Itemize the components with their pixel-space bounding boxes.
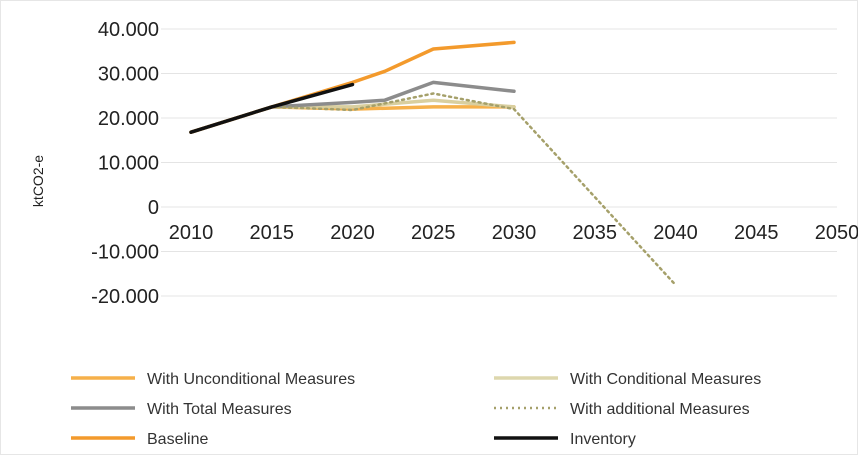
x-tick-label: 2025: [411, 222, 456, 244]
x-tick-label: 2035: [573, 222, 618, 244]
x-axis-ticks: 2010 2015 2020 2025 2030 2035 2040 2045 2050: [169, 222, 858, 244]
legend-label: With Total Measures: [147, 401, 292, 418]
y-tick-label: 40.000: [98, 19, 159, 41]
series-line-inventory: [189, 82, 355, 134]
legend-label: Inventory: [570, 431, 636, 448]
series-line-with-unconditional-measures: [189, 105, 516, 134]
y-axis-label: ktCO2-e: [30, 155, 46, 207]
y-tick-label: -10.000: [91, 242, 159, 264]
gridlines: [161, 28, 837, 297]
y-tick-label: 20.000: [98, 108, 159, 130]
x-tick-label: 2045: [734, 222, 779, 244]
x-tick-label: 2030: [492, 222, 537, 244]
y-tick-label: 30.000: [98, 64, 159, 86]
legend-label: With Conditional Measures: [570, 371, 761, 388]
x-tick-label: 2010: [169, 222, 214, 244]
y-tick-label: -20.000: [91, 286, 159, 308]
legend-label: With additional Measures: [570, 401, 750, 418]
x-tick-label: 2020: [330, 222, 375, 244]
x-tick-label: 2050: [815, 222, 858, 244]
x-tick-label: 2015: [250, 222, 295, 244]
legend-label: Baseline: [147, 431, 208, 448]
y-tick-label: 10.000: [98, 153, 159, 175]
y-axis-ticks: 40.000 30.000 20.000 10.000 0 -10.000 -20.000: [91, 19, 159, 308]
y-tick-label: 0: [148, 197, 159, 219]
legend-label: With Unconditional Measures: [147, 371, 355, 388]
x-tick-label: 2040: [653, 222, 698, 244]
series-lines: [189, 40, 677, 287]
legend: With Unconditional Measures With Conditio…: [71, 371, 761, 448]
series-line-with-additional-measures: [189, 92, 677, 287]
